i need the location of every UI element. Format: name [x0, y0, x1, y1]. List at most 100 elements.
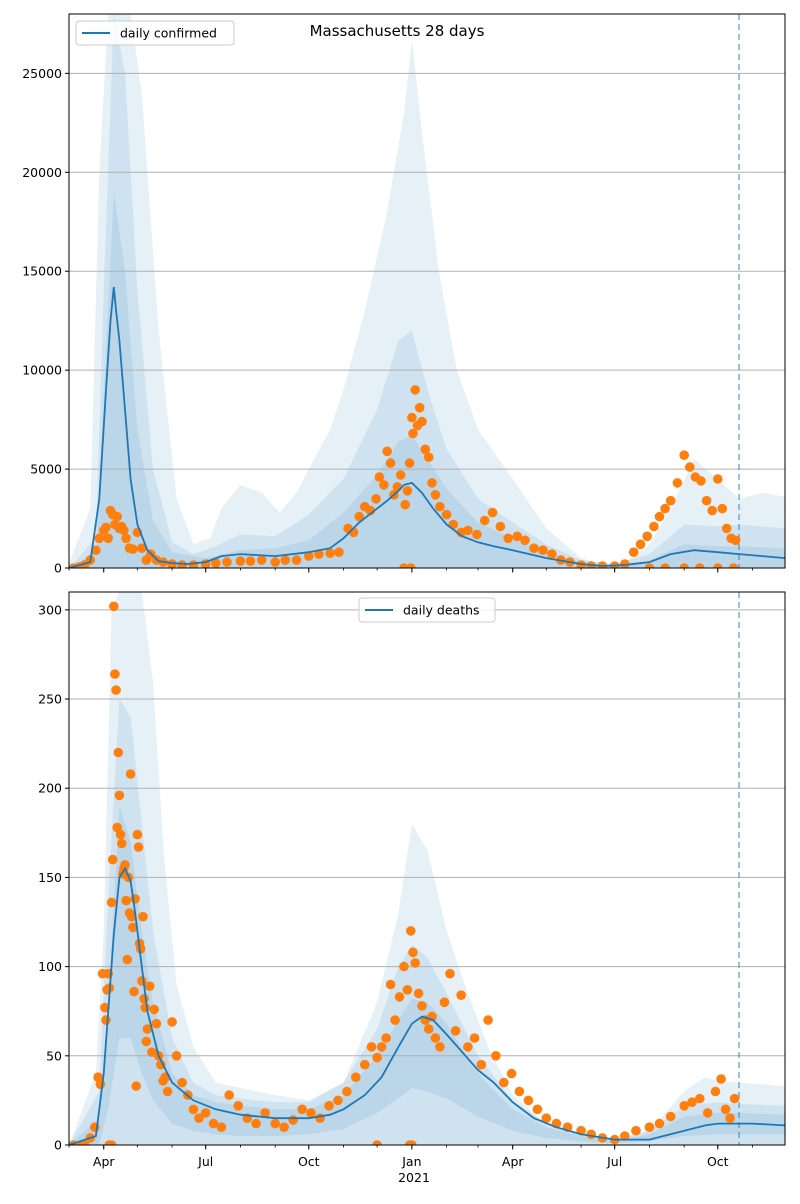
observed-point: [270, 1118, 281, 1129]
observed-point: [620, 1131, 630, 1141]
observed-point: [149, 1004, 159, 1015]
observed-point: [171, 1051, 182, 1061]
observed-point: [679, 563, 689, 568]
observed-point: [119, 525, 129, 536]
observed-point: [687, 1097, 697, 1107]
observed-point: [506, 1068, 517, 1079]
observed-point: [291, 555, 302, 565]
observed-point: [665, 495, 676, 506]
observed-point: [106, 1140, 117, 1145]
observed-point: [512, 531, 522, 542]
observed-point: [435, 1042, 445, 1052]
observed-point: [194, 1113, 204, 1123]
observed-point: [487, 507, 498, 518]
observed-point: [660, 563, 670, 568]
observed-point: [717, 503, 728, 514]
observed-point: [385, 458, 396, 468]
y-tick-label: 0: [54, 561, 62, 576]
observed-point: [523, 1095, 534, 1106]
observed-point: [407, 1140, 417, 1145]
observed-point: [547, 549, 557, 559]
observed-point: [130, 894, 140, 904]
observed-point: [125, 769, 136, 779]
y-tick-label: 10000: [22, 363, 62, 378]
x-tick-label: Apr: [502, 1154, 524, 1169]
observed-point: [390, 1015, 400, 1025]
observed-point: [91, 545, 101, 555]
observed-point: [635, 539, 646, 550]
y-tick-label: 0: [54, 1138, 62, 1153]
observed-point: [713, 563, 723, 568]
observed-point: [538, 545, 548, 555]
observed-point: [342, 1086, 352, 1097]
observed-point: [707, 505, 717, 516]
observed-point: [288, 1115, 298, 1125]
observed-point: [113, 747, 124, 758]
observed-point: [702, 1108, 713, 1118]
observed-point: [133, 842, 144, 852]
observed-point: [410, 385, 421, 395]
observed-point: [541, 1113, 552, 1123]
observed-point: [439, 997, 450, 1008]
observed-point: [407, 412, 417, 423]
observed-point: [628, 547, 639, 557]
y-tick-label: 250: [38, 692, 62, 707]
observed-point: [107, 854, 118, 865]
observed-point: [135, 944, 146, 954]
observed-point: [333, 1095, 343, 1106]
observed-point: [260, 1108, 270, 1118]
observed-point: [137, 976, 147, 986]
observed-point: [122, 954, 133, 965]
observed-point: [245, 556, 256, 566]
y-tick-label: 20000: [22, 165, 62, 180]
observed-point: [279, 1122, 289, 1132]
observed-point: [399, 961, 409, 972]
observed-point: [324, 1101, 334, 1111]
observed-point: [729, 1093, 740, 1104]
observed-point: [162, 1086, 173, 1097]
y-tick-label: 50: [46, 1048, 62, 1063]
observed-point: [654, 1118, 665, 1129]
observed-point: [430, 1033, 441, 1043]
observed-point: [456, 990, 467, 1000]
observed-point: [137, 543, 147, 553]
observed-point: [100, 1002, 110, 1013]
observed-point: [395, 470, 406, 480]
observed-point: [725, 1113, 735, 1123]
observed-point: [435, 501, 445, 512]
y-tick-label: 150: [38, 870, 62, 885]
observed-point: [695, 563, 705, 568]
observed-point: [103, 533, 113, 544]
legend-box: [75, 20, 235, 46]
uncertainty-band-outer: [69, 592, 785, 1145]
observed-point: [450, 1026, 461, 1036]
observed-point: [728, 563, 739, 568]
observed-point: [713, 474, 723, 484]
observed-point: [402, 985, 413, 995]
observed-point: [532, 1104, 543, 1115]
observed-point: [188, 1104, 199, 1115]
x-tick-label: Oct: [298, 1154, 320, 1169]
observed-point: [660, 503, 670, 514]
observed-point: [423, 1024, 434, 1034]
observed-point: [514, 1086, 525, 1097]
observed-point: [251, 1118, 261, 1129]
observed-point: [297, 1104, 307, 1115]
observed-point: [685, 462, 695, 472]
observed-point: [410, 958, 421, 968]
observed-point: [151, 1018, 162, 1029]
observed-point: [463, 1042, 473, 1052]
observed-point: [208, 1118, 219, 1129]
observed-point: [372, 1140, 382, 1145]
observed-point: [224, 1090, 234, 1100]
observed-point: [463, 525, 473, 536]
observed-point: [110, 669, 120, 679]
observed-point: [121, 533, 131, 544]
series-line: [69, 286, 785, 568]
observed-point: [216, 1122, 227, 1132]
observed-point: [109, 601, 119, 612]
uncertainty-band-inner: [69, 806, 785, 1145]
observed-point: [304, 551, 314, 561]
x-axis-year-label: 2021: [398, 1170, 430, 1185]
